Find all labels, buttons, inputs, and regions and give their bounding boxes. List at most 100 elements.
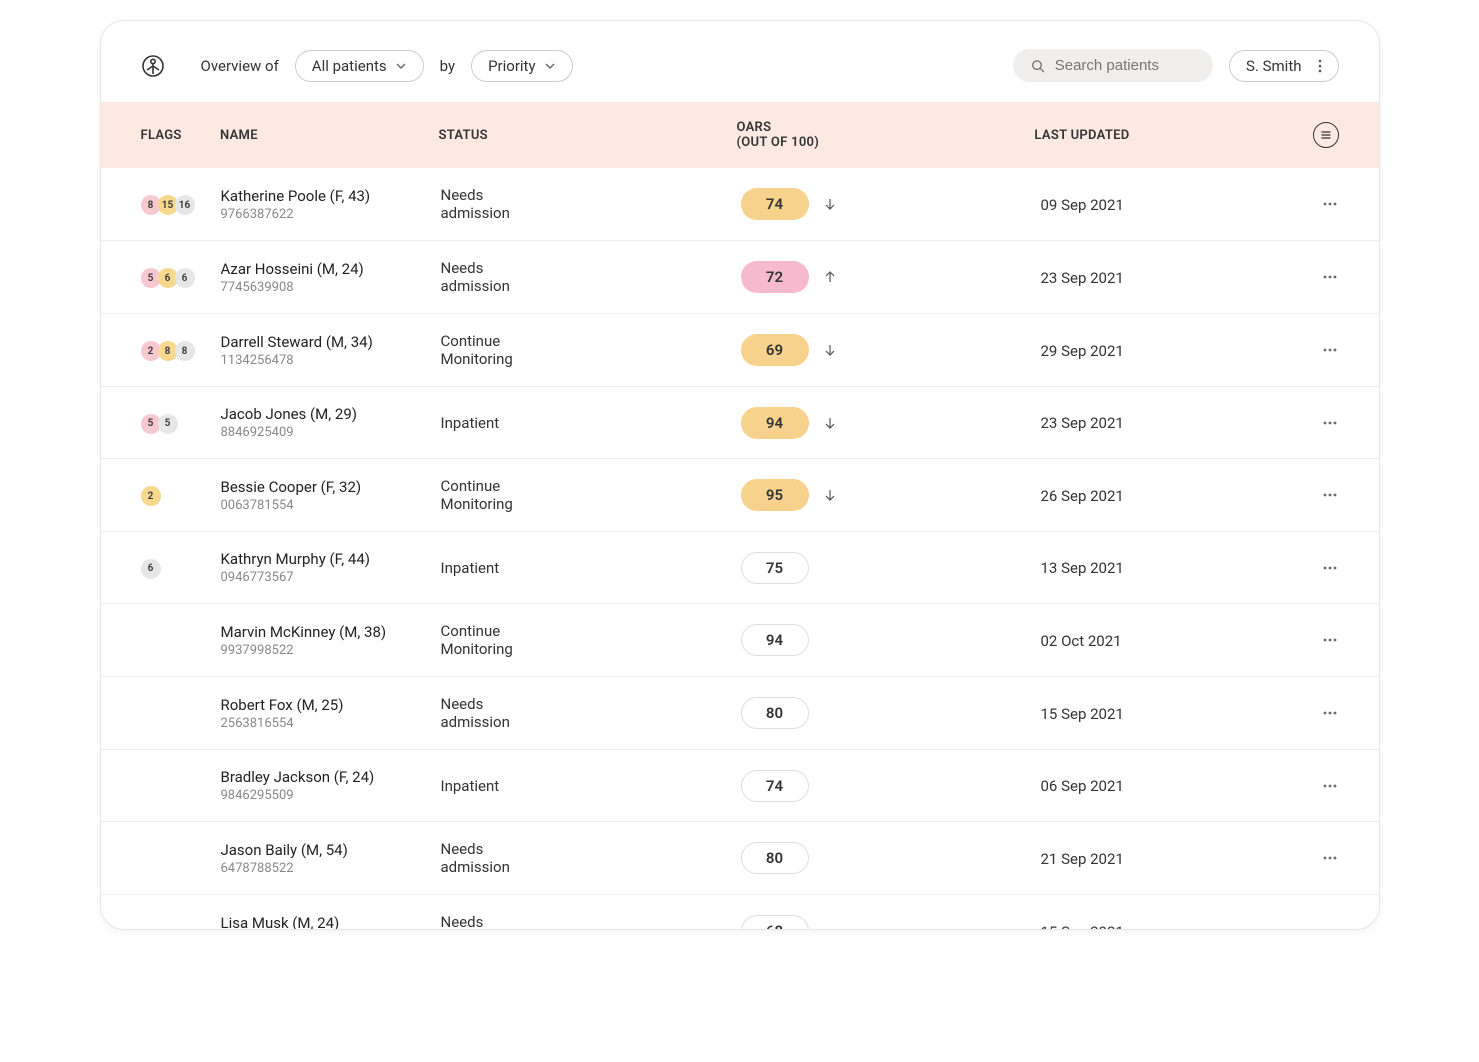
table-row[interactable]: Bradley Jackson (F, 24) 9846295509 Inpat… <box>101 750 1379 822</box>
oars-score: 68 <box>741 915 809 929</box>
search-box[interactable] <box>1013 49 1213 82</box>
sort-filter-select[interactable]: Priority <box>471 50 572 82</box>
row-menu-button[interactable] <box>1321 341 1339 359</box>
patient-id: 9846295509 <box>221 788 441 803</box>
oars-score: 94 <box>741 624 809 656</box>
table-row[interactable]: Lisa Musk (M, 24) 655451554 Needs admiss… <box>101 895 1379 929</box>
user-menu[interactable]: S. Smith <box>1229 50 1338 82</box>
table-row[interactable]: 81516 Katherine Poole (F, 43) 9766387622… <box>101 168 1379 241</box>
patient-name: Marvin McKinney (M, 38) <box>221 623 441 641</box>
table-row[interactable]: 2 Bessie Cooper (F, 32) 0063781554 Conti… <box>101 459 1379 532</box>
patient-name: Jacob Jones (M, 29) <box>221 405 441 423</box>
patient-status: Continue Monitoring <box>441 332 551 368</box>
more-horizontal-icon <box>1321 777 1339 795</box>
patient-id: 1134256478 <box>221 353 441 368</box>
table-row[interactable]: 55 Jacob Jones (M, 29) 8846925409 Inpati… <box>101 387 1379 459</box>
flag-stack: 6 <box>141 559 161 579</box>
patient-status: Inpatient <box>441 559 551 577</box>
flag-badge: 8 <box>175 341 195 361</box>
patient-status: Inpatient <box>441 414 551 432</box>
flag-stack: 288 <box>141 341 195 361</box>
oars-score: 94 <box>741 407 809 439</box>
patient-name: Kathryn Murphy (F, 44) <box>221 550 441 568</box>
oars-score: 74 <box>741 188 809 220</box>
patient-id: 8846925409 <box>221 425 441 440</box>
flag-badge: 6 <box>141 559 161 579</box>
table-row[interactable]: 288 Darrell Steward (M, 34) 1134256478 C… <box>101 314 1379 387</box>
row-menu-button[interactable] <box>1321 268 1339 286</box>
patients-filter-label: All patients <box>312 57 387 75</box>
patient-id: 6478788522 <box>221 861 441 876</box>
patient-status: Continue Monitoring <box>441 477 551 513</box>
patient-status: Needs admission <box>441 186 551 222</box>
last-updated: 09 Sep 2021 <box>1041 196 1124 214</box>
arrow-down-icon <box>823 416 837 430</box>
flag-badge: 16 <box>175 195 195 215</box>
flag-badge: 5 <box>158 414 178 434</box>
table-row[interactable]: Jason Baily (M, 54) 6478788522 Needs adm… <box>101 822 1379 895</box>
table-row[interactable]: 6 Kathryn Murphy (F, 44) 0946773567 Inpa… <box>101 532 1379 604</box>
more-horizontal-icon <box>1321 704 1339 722</box>
patient-status: Needs admission <box>441 695 551 731</box>
overview-label: Overview of <box>201 57 279 75</box>
patient-status: Needs admission <box>441 259 551 295</box>
last-updated: 13 Sep 2021 <box>1041 559 1124 577</box>
row-menu-button[interactable] <box>1321 704 1339 722</box>
patient-id: 7745639908 <box>221 280 441 295</box>
flag-stack: 81516 <box>141 195 195 215</box>
th-oars: OARS (OUT OF 100) <box>736 120 1034 150</box>
patient-id: 9766387622 <box>221 207 441 222</box>
last-updated: 29 Sep 2021 <box>1041 342 1124 360</box>
patient-name: Bradley Jackson (F, 24) <box>221 768 441 786</box>
oars-score: 95 <box>741 479 809 511</box>
patient-name: Darrell Steward (M, 34) <box>221 333 441 351</box>
arrow-down-icon <box>823 197 837 211</box>
row-menu-button[interactable] <box>1321 849 1339 867</box>
last-updated: 06 Sep 2021 <box>1041 777 1124 795</box>
more-horizontal-icon <box>1321 559 1339 577</box>
patient-name: Katherine Poole (F, 43) <box>221 187 441 205</box>
table-row[interactable]: 566 Azar Hosseini (M, 24) 7745639908 Nee… <box>101 241 1379 314</box>
table-row[interactable]: Robert Fox (M, 25) 2563816554 Needs admi… <box>101 677 1379 750</box>
patient-rows: 81516 Katherine Poole (F, 43) 9766387622… <box>101 168 1379 929</box>
table-header: FLAGS NAME STATUS OARS (OUT OF 100) LAST… <box>101 102 1379 168</box>
th-status: STATUS <box>438 128 736 143</box>
patient-id: 0946773567 <box>221 570 441 585</box>
row-menu-button[interactable] <box>1321 922 1339 929</box>
more-horizontal-icon <box>1321 849 1339 867</box>
patient-name: Robert Fox (M, 25) <box>221 696 441 714</box>
oars-score: 80 <box>741 697 809 729</box>
app-frame: Overview of All patients by Priority S. … <box>100 20 1380 930</box>
search-input[interactable] <box>1055 57 1195 74</box>
more-horizontal-icon <box>1321 414 1339 432</box>
list-icon <box>1319 128 1333 142</box>
more-horizontal-icon <box>1321 922 1339 929</box>
row-menu-button[interactable] <box>1321 195 1339 213</box>
last-updated: 26 Sep 2021 <box>1041 487 1124 505</box>
patient-id: 9937998522 <box>221 643 441 658</box>
patient-name: Lisa Musk (M, 24) <box>221 914 441 930</box>
last-updated: 15 Sep 2021 <box>1041 705 1124 723</box>
chevron-down-icon <box>395 60 407 72</box>
row-menu-button[interactable] <box>1321 414 1339 432</box>
row-menu-button[interactable] <box>1321 486 1339 504</box>
more-horizontal-icon <box>1321 631 1339 649</box>
patient-status: Continue Monitoring <box>441 622 551 658</box>
flag-stack: 566 <box>141 268 195 288</box>
user-name-label: S. Smith <box>1246 57 1301 75</box>
patient-status: Needs admission <box>441 913 551 929</box>
patient-id: 0063781554 <box>221 498 441 513</box>
patient-name: Azar Hosseini (M, 24) <box>221 260 441 278</box>
flag-badge: 6 <box>175 268 195 288</box>
row-menu-button[interactable] <box>1321 559 1339 577</box>
flag-stack: 2 <box>141 486 161 506</box>
row-menu-button[interactable] <box>1321 777 1339 795</box>
row-menu-button[interactable] <box>1321 631 1339 649</box>
column-settings-button[interactable] <box>1313 122 1339 148</box>
arrow-up-icon <box>823 270 837 284</box>
patient-name: Jason Baily (M, 54) <box>221 841 441 859</box>
table-row[interactable]: Marvin McKinney (M, 38) 9937998522 Conti… <box>101 604 1379 677</box>
th-name: NAME <box>220 128 439 143</box>
patients-filter-select[interactable]: All patients <box>295 50 424 82</box>
oars-score: 80 <box>741 842 809 874</box>
